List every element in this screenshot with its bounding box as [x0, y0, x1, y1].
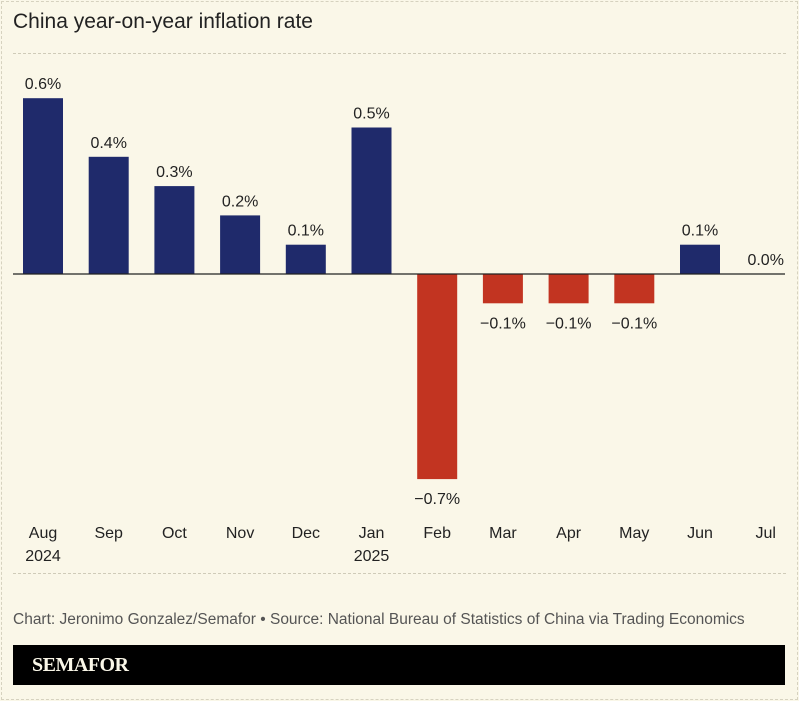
bar	[220, 215, 261, 274]
divider	[13, 53, 786, 54]
x-tick-label: Oct	[162, 525, 187, 542]
bar	[417, 274, 458, 480]
semafor-logo: SEMAFOR	[32, 654, 129, 676]
x-tick-label: Jul	[755, 525, 775, 542]
data-label: 0.6%	[25, 76, 61, 93]
data-label: 0.5%	[353, 106, 389, 123]
bar	[548, 274, 589, 304]
data-label: 0.3%	[156, 164, 192, 181]
x-tick-label: Jan	[359, 525, 385, 542]
x-tick-label: Aug	[29, 525, 57, 542]
data-label: −0.1%	[611, 315, 657, 332]
x-tick-label: Nov	[226, 525, 254, 542]
bar	[285, 244, 326, 274]
bar	[88, 156, 129, 274]
x-tick-label: Jun	[687, 525, 713, 542]
bar-chart: 0.6% Aug 2024 0.4% Sep 0.3% Oct 0.2% Nov 0.1% Dec 0…	[13, 76, 785, 565]
bar	[351, 127, 392, 274]
x-tick-label: Feb	[423, 525, 451, 542]
bar	[680, 244, 720, 274]
x-tick-label: Apr	[556, 525, 582, 542]
bar	[23, 98, 63, 274]
x-tick-year-label: 2024	[25, 548, 61, 565]
divider	[13, 573, 786, 574]
data-label: 0.1%	[682, 223, 718, 240]
data-label: 0.1%	[288, 223, 324, 240]
x-tick-label: Dec	[292, 525, 320, 542]
x-tick-label: May	[619, 525, 649, 542]
bar	[614, 274, 655, 304]
data-label: −0.1%	[480, 315, 526, 332]
brand-bar: SEMAFOR	[13, 645, 785, 685]
x-tick-label: Sep	[94, 525, 123, 542]
bar	[482, 274, 523, 304]
data-label: 0.0%	[747, 252, 783, 269]
data-label: 0.2%	[222, 193, 258, 210]
source-credit: Chart: Jeronimo Gonzalez/Semafor • Sourc…	[13, 611, 745, 628]
x-tick-year-label: 2025	[354, 548, 390, 565]
chart-title: China year-on-year inflation rate	[13, 10, 313, 33]
x-tick-label: Mar	[489, 525, 517, 542]
bar	[154, 186, 195, 274]
data-label: −0.1%	[546, 315, 592, 332]
data-label: −0.7%	[414, 491, 460, 508]
data-label: 0.4%	[90, 135, 126, 152]
